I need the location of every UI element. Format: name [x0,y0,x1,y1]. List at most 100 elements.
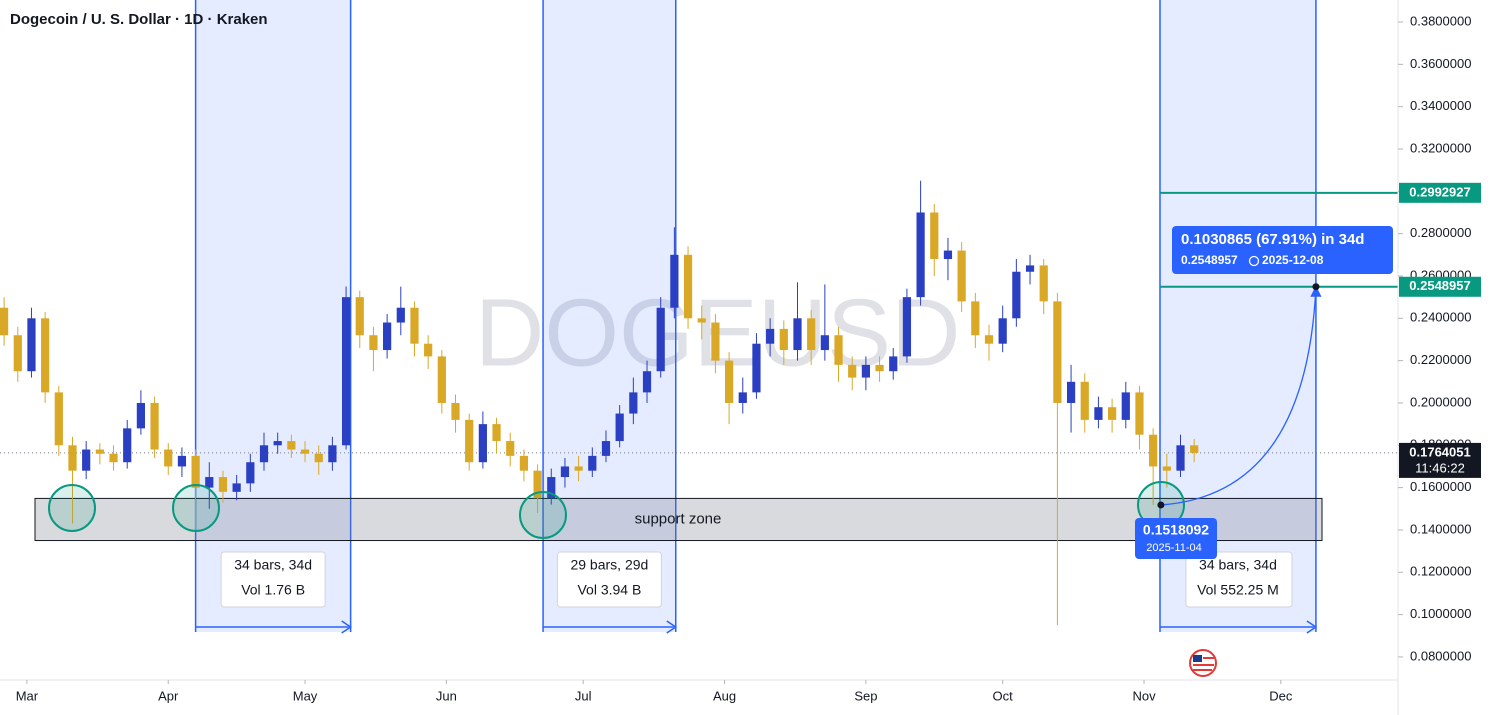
candle-body [1162,466,1171,471]
projection-curve [1160,286,1317,506]
candle-body [1108,407,1117,420]
price-level-tag-label: 0.2548957 [1409,278,1470,293]
candle-body [164,449,173,467]
candle-body [177,455,187,467]
y-tick-label: 0.1200000 [1410,564,1471,579]
y-tick-label: 0.0800000 [1410,648,1471,663]
candle-body [943,250,953,260]
x-tick-label: Apr [158,688,179,703]
candle-body [506,441,515,456]
candle-body [957,250,966,302]
candle-body [889,356,898,372]
candle-body [998,318,1007,344]
y-tick-label: 0.2400000 [1410,310,1471,325]
candle-body [670,254,679,308]
candle-body [793,318,802,351]
x-tick-label: Aug [713,688,736,703]
y-tick-label: 0.2800000 [1410,225,1471,240]
candle-body [451,402,460,420]
date-range [543,0,676,632]
chart-title: Dogecoin / U. S. Dollar · 1D · Kraken [10,11,268,28]
candle-body [683,254,693,319]
range-volume: Vol 552.25 M [1197,582,1279,598]
candle-body [642,371,652,393]
candle-body [930,212,939,260]
projection-start [1157,501,1165,509]
last-price-tag [1399,442,1481,478]
candle-body [560,466,570,478]
candle-body [697,318,706,323]
candle-body [259,445,269,463]
candle-body [779,328,788,351]
range-arrowhead [341,620,352,634]
candle-body [601,441,611,456]
candle-body [465,419,474,463]
price-level-tag [1399,182,1481,203]
candle-body [971,301,980,336]
candle-body [314,453,323,463]
candle-body [150,402,159,450]
candle-body [861,364,870,378]
projection-change: 0.1030865 (67.91%) in 34d [1181,231,1364,248]
candle-body [355,297,364,336]
candle-body [1080,381,1089,420]
y-tick-label: 0.1600000 [1410,479,1471,494]
flag-icon [1189,649,1217,677]
candle-body [205,477,214,488]
candle-body [424,343,433,357]
candle-body [95,449,104,454]
clock-icon [1248,255,1260,267]
start-date: 2025-11-04 [1146,542,1201,554]
candle-body [519,455,529,471]
candle-body [68,445,77,471]
y-tick-label: 0.3400000 [1410,98,1471,113]
candle-body [820,335,829,351]
x-tick-label: Oct [993,688,1014,703]
candle-body [328,445,337,463]
y-tick-label: 0.1000000 [1410,606,1471,621]
candle-body [533,470,542,499]
candle-body [218,477,228,492]
y-tick-label: 0.1400000 [1410,521,1471,536]
support-zone [34,497,1323,542]
y-tick-label: 0.2200000 [1410,352,1471,367]
candle-body [629,392,638,414]
candle-body [807,318,816,351]
candle-body [615,413,624,442]
range-volume: Vol 1.76 B [241,582,305,598]
candle-body [848,364,857,378]
candle-body [396,307,405,323]
candle-body [27,318,36,372]
candle-body [902,297,912,357]
range-label-box [1185,551,1293,608]
candle-body [383,322,392,351]
range-arrowhead [666,620,678,634]
candle-body [1012,271,1021,319]
candle-body [834,335,843,365]
low-marker [48,484,96,532]
candle-body [82,449,91,471]
y-tick-label: 0.3600000 [1410,56,1471,71]
candle-body [13,335,22,372]
x-tick-label: Jun [436,688,457,703]
candle-body [410,307,419,344]
candle-body [109,453,118,463]
support-zone-label: support zone [635,510,722,527]
candle-body [1121,392,1130,420]
candle-body [136,402,145,429]
y-tick-label: 0.3800000 [1410,13,1471,28]
candle-body [1066,381,1076,403]
candle-body [369,335,378,351]
candle-body [1053,301,1062,403]
candle-body [1149,434,1158,467]
candle-body [1176,445,1185,471]
start-label-box [1135,518,1217,559]
candle-body [738,392,747,403]
candle-body [1039,265,1048,302]
low-marker [172,484,220,532]
price-level-tag [1399,276,1481,297]
range-bars: 34 bars, 34d [1199,557,1277,573]
range-bars: 34 bars, 34d [234,557,312,573]
range-label-box [556,551,662,608]
